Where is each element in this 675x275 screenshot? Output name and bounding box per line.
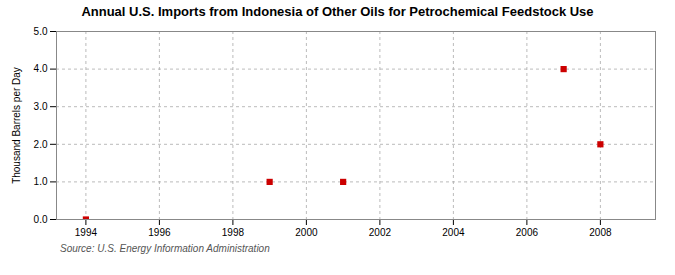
svg-text:Thousand Barrels per Day: Thousand Barrels per Day	[11, 67, 22, 184]
svg-text:2008: 2008	[589, 227, 612, 238]
svg-text:4.0: 4.0	[34, 63, 48, 74]
svg-text:3.0: 3.0	[34, 101, 48, 112]
svg-text:1996: 1996	[148, 227, 171, 238]
svg-text:2.0: 2.0	[34, 139, 48, 150]
svg-text:1998: 1998	[222, 227, 245, 238]
svg-text:5.0: 5.0	[34, 26, 48, 37]
html-text:Source: U.S. Energy Informatio: Source: U.S. Energy Information Administ…	[60, 243, 270, 254]
svg-text:0.0: 0.0	[34, 214, 48, 225]
svg-text:2006: 2006	[516, 227, 539, 238]
svg-text:2004: 2004	[442, 227, 465, 238]
svg-text:2002: 2002	[369, 227, 392, 238]
html-text:Annual U.S. Imports from Indon: Annual U.S. Imports from Indonesia of Ot…	[81, 4, 594, 19]
svg-text:1.0: 1.0	[34, 176, 48, 187]
svg-text:1994: 1994	[75, 227, 98, 238]
svg-text:2000: 2000	[295, 227, 318, 238]
